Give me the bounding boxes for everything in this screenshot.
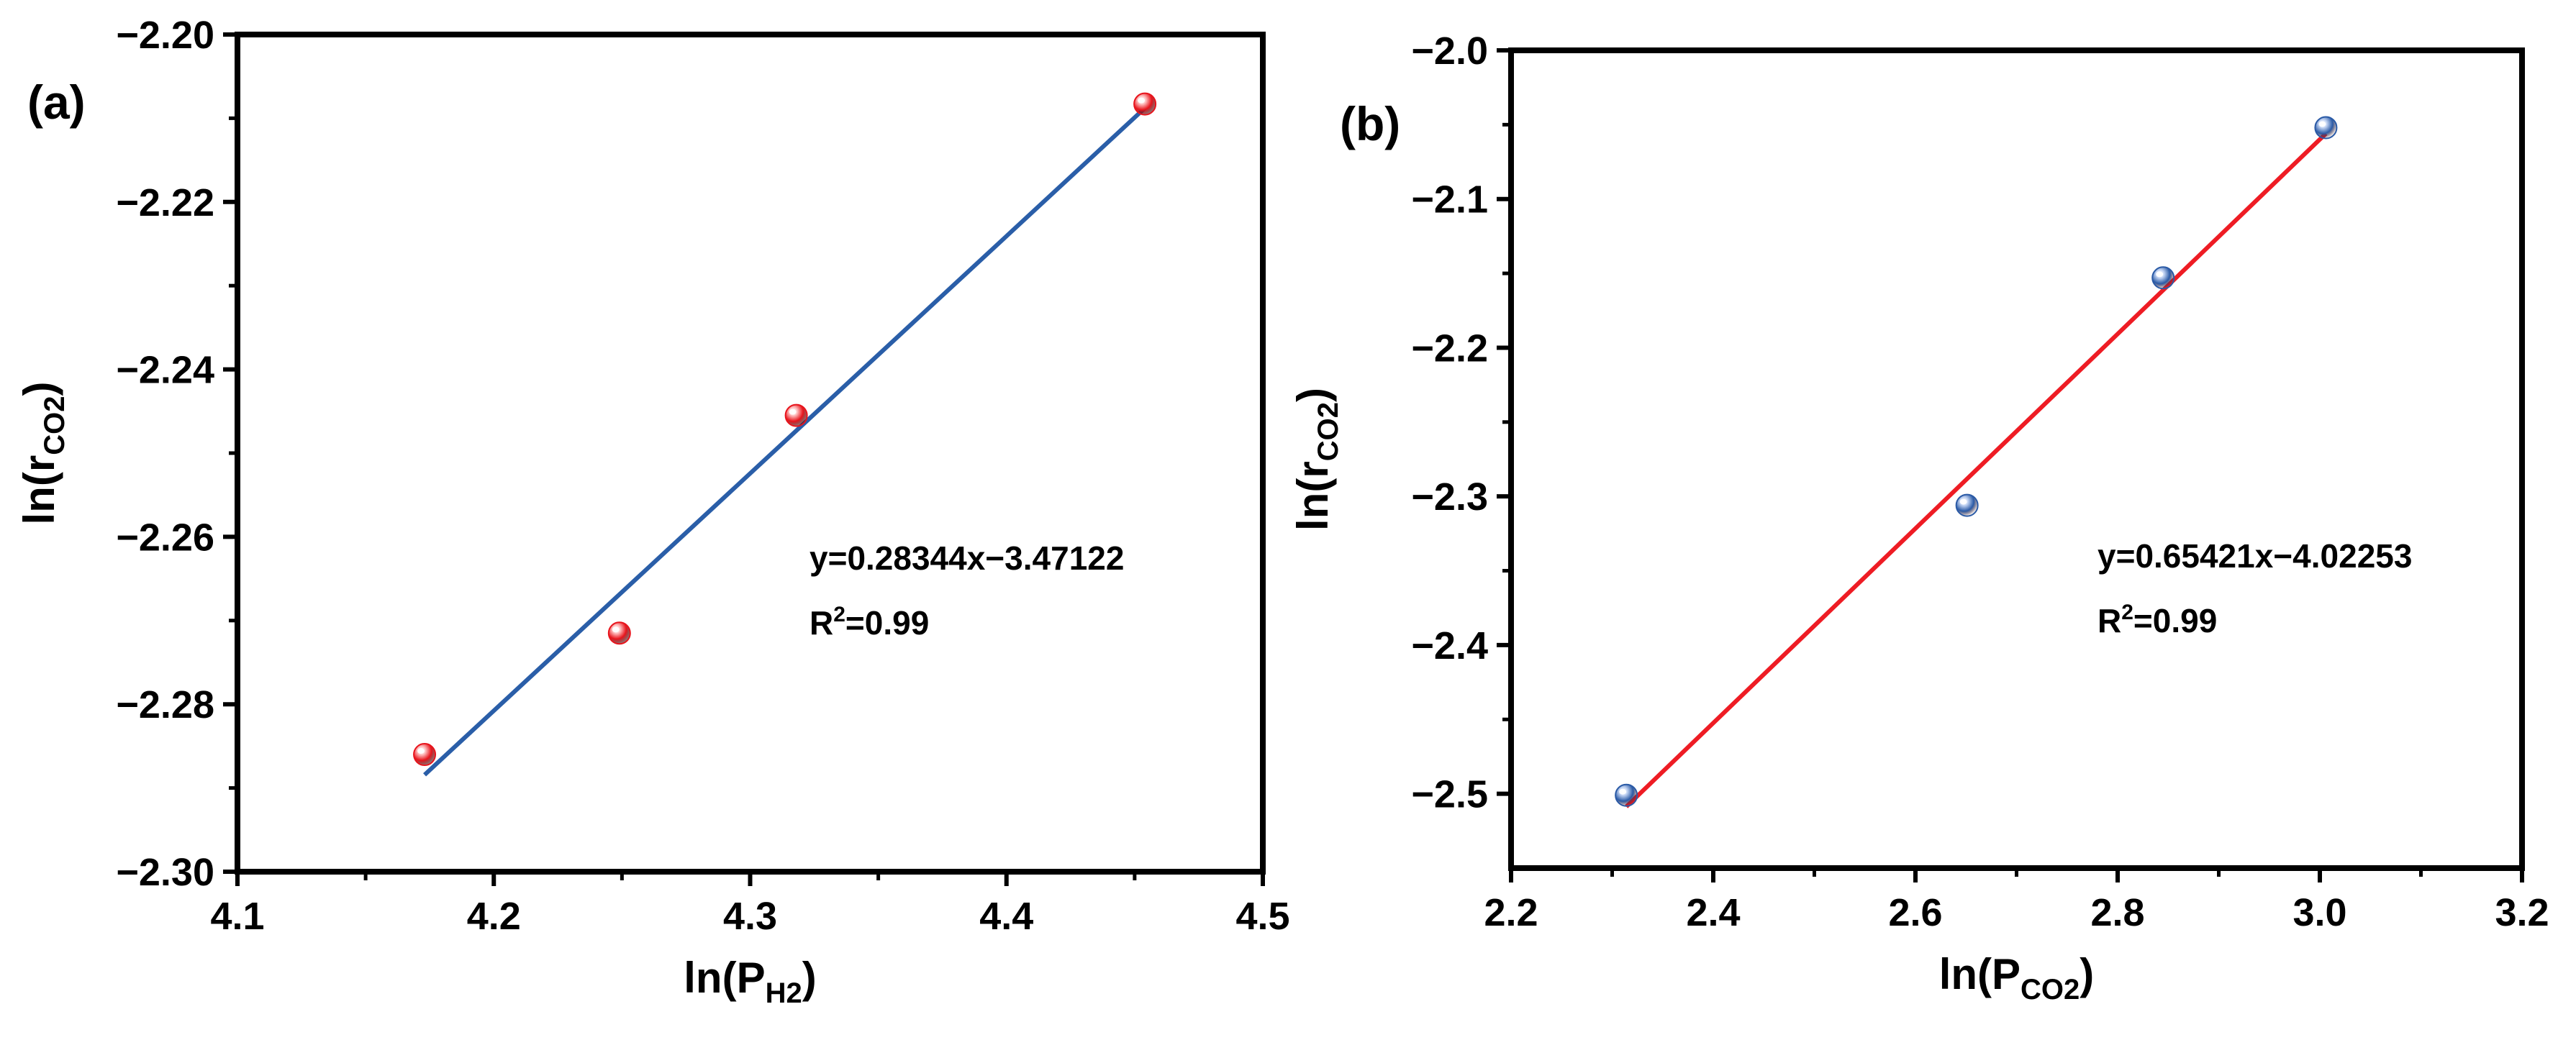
r-squared-base: R	[2097, 602, 2121, 639]
y-tick-label: −2.5	[1411, 773, 1488, 816]
x-axis-title-subscript: H2	[766, 977, 802, 1009]
plot-frame	[1508, 47, 2525, 871]
r-squared-annotation: R2=0.99	[2097, 601, 2217, 639]
x-tick-label: 3.2	[2495, 891, 2549, 934]
r-squared-annotation: R2=0.99	[809, 603, 929, 642]
data-point-sphere	[1955, 493, 1979, 517]
data-point-highlight	[612, 626, 620, 633]
y-axis-title-close: )	[15, 382, 63, 396]
data-point-sphere	[1133, 92, 1157, 116]
y-axis-title-subscript: CO2	[1312, 402, 1344, 461]
y-axis-title-close: )	[1289, 388, 1337, 402]
chart-panel-b: 2.2 2.4 2.6 2.8 3.0 3.2 −2.5 −2.4 −2.3 −2.2 −2.1 −2…	[1289, 29, 2549, 1005]
x-tick-label: 4.1	[210, 895, 264, 938]
x-axis-title-base: ln(P	[684, 954, 765, 1002]
x-tick-label: 2.6	[1888, 891, 1942, 934]
data-point-highlight	[789, 409, 797, 415]
equation-annotation: y=0.65421x−4.02253	[2097, 537, 2412, 575]
r-squared-value: =0.99	[2133, 602, 2217, 639]
x-tick-label: 4.2	[467, 895, 521, 938]
data-point-highlight	[417, 748, 425, 754]
data-point	[1133, 92, 1157, 116]
y-axis-title: ln(rCO2)	[15, 382, 71, 525]
data-point	[607, 621, 631, 645]
y-axis-title-subscript: CO2	[39, 396, 71, 455]
equation-annotation: y=0.28344x−3.47122	[809, 539, 1124, 577]
y-tick-label: −2.26	[116, 516, 214, 559]
y-tick-label: −2.2	[1411, 327, 1488, 370]
data-point-highlight	[1619, 788, 1627, 795]
r-squared-superscript: 2	[833, 603, 845, 626]
data-point-sphere	[607, 621, 631, 645]
y-axis-title-base: ln(r	[1289, 461, 1337, 531]
fit-line	[423, 106, 1147, 777]
x-tick-label: 2.8	[2090, 891, 2144, 934]
data-point-sphere	[2151, 266, 2175, 290]
y-tick-label: −2.30	[116, 851, 214, 894]
data-point-sphere	[784, 403, 808, 427]
data-point-highlight	[1959, 498, 1967, 505]
y-axis-title-base: ln(r	[15, 455, 63, 525]
y-tick-label: −2.22	[116, 181, 214, 224]
x-axis-title: ln(PH2)	[684, 954, 816, 1009]
x-axis-title-base: ln(P	[1939, 950, 2021, 998]
r-squared-value: =0.99	[845, 604, 929, 642]
plot-frame	[235, 32, 1266, 875]
x-axis-title-subscript: CO2	[2021, 974, 2080, 1005]
y-axis-title: ln(rCO2)	[1289, 388, 1344, 531]
x-axis-title-close: )	[802, 954, 817, 1002]
data-point	[784, 403, 808, 427]
data-point	[1955, 493, 1979, 517]
x-tick-label: 3.0	[2292, 891, 2346, 934]
data-point-highlight	[1138, 97, 1146, 104]
x-tick-label: 4.3	[723, 895, 777, 938]
r-squared-superscript: 2	[2121, 601, 2133, 624]
x-axis-title: ln(PCO2)	[1939, 950, 2095, 1005]
data-point-highlight	[2156, 271, 2164, 278]
x-tick-label: 2.4	[1686, 891, 1740, 934]
data-point-highlight	[2318, 121, 2326, 127]
y-tick-label: −2.3	[1411, 475, 1488, 519]
y-tick-label: −2.20	[116, 14, 214, 57]
data-point	[2151, 266, 2175, 290]
data-point	[2314, 116, 2338, 140]
fit-line	[1625, 132, 2328, 808]
y-tick-label: −2.0	[1411, 29, 1488, 73]
data-point-sphere	[413, 743, 437, 767]
data-point-sphere	[1615, 783, 1638, 807]
r-squared-base: R	[809, 604, 833, 642]
panel-label: (a)	[27, 76, 86, 129]
x-tick-label: 4.4	[979, 895, 1033, 938]
y-tick-label: −2.1	[1411, 178, 1488, 222]
x-tick-label: 4.5	[1235, 895, 1289, 938]
x-tick-label: 2.2	[1484, 891, 1538, 934]
panel-label: (b)	[1340, 97, 1400, 150]
y-tick-label: −2.24	[116, 349, 214, 392]
chart-panel-a: 4.1 4.2 4.3 4.4 4.5 −2.30 −2.28 −2.26 −2.24 −2.22…	[15, 14, 1290, 1009]
data-point	[413, 743, 437, 767]
y-tick-label: −2.28	[116, 683, 214, 726]
y-tick-label: −2.4	[1411, 624, 1488, 667]
data-point-sphere	[2314, 116, 2338, 140]
x-axis-title-close: )	[2080, 950, 2094, 998]
data-point	[1615, 783, 1638, 807]
